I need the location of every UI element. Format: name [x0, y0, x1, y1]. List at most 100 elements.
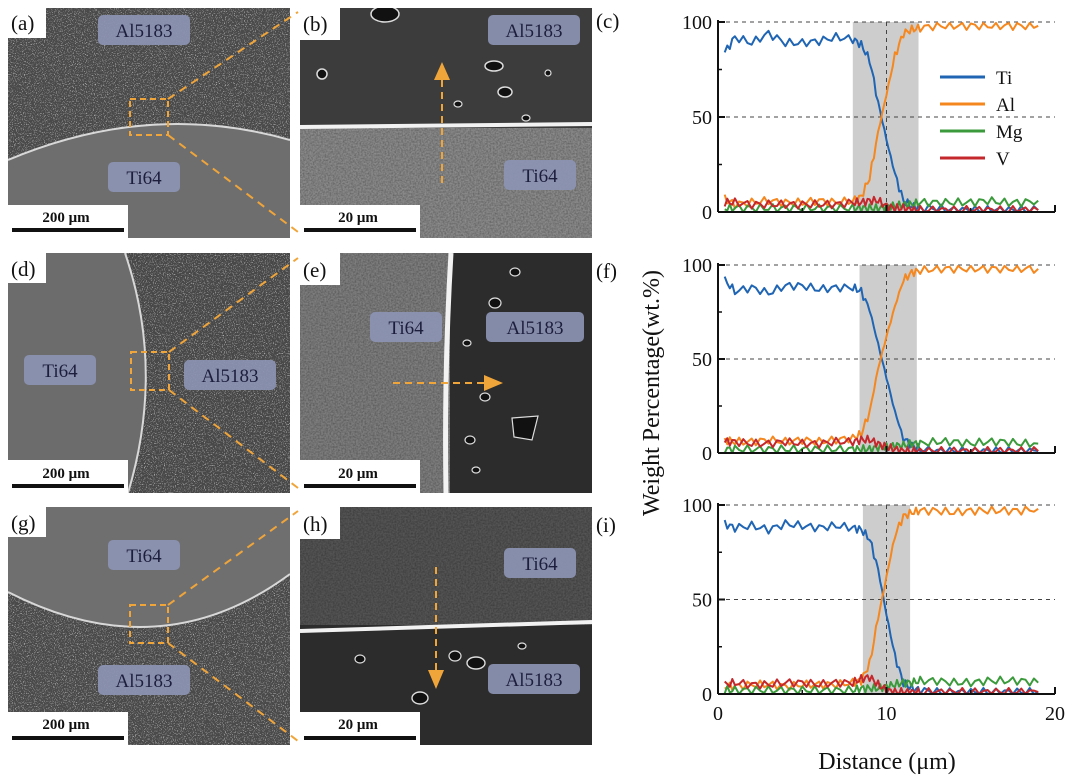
material-tag — [504, 548, 576, 578]
line-plot-f: 0 50 100 — [682, 255, 1056, 465]
zoom-guide-line — [167, 11, 299, 100]
x-axis-title: Distance (μm) — [818, 749, 955, 775]
x-tick-label: 10 — [877, 703, 897, 725]
series-line-ti — [723, 29, 1039, 213]
material-tag — [504, 160, 576, 190]
line-plot-c: 0 50 100 — [682, 12, 1056, 224]
material-label: Ti64 — [126, 546, 162, 567]
y-tick-label: 50 — [692, 349, 712, 371]
sem-pore — [370, 8, 400, 23]
sem-al-region — [450, 253, 592, 493]
zoom-box — [130, 351, 170, 391]
material-label: Al5183 — [506, 21, 563, 42]
scale-bar-text: 20 μm — [338, 466, 378, 482]
arrow-head — [428, 670, 444, 689]
sem-interface — [300, 122, 592, 129]
sem-pore — [479, 392, 491, 402]
y-tick-label: 0 — [702, 202, 712, 224]
panel-label: (a) — [11, 11, 34, 35]
sem-pore — [462, 339, 472, 347]
sem-pore — [521, 114, 531, 122]
material-tag — [486, 312, 584, 342]
plot-label-f: (f) — [596, 259, 617, 283]
panel-e — [300, 253, 592, 493]
legend: Ti Al Mg V — [940, 68, 1023, 170]
scale-bar — [12, 228, 124, 232]
panel-label: (h) — [303, 512, 328, 536]
y-tick-label: 100 — [682, 495, 712, 517]
plot-label-c: (c) — [596, 9, 619, 33]
y-tick-label: 0 — [702, 684, 712, 706]
material-tag — [108, 162, 180, 192]
panel-label-bg — [300, 8, 340, 40]
sem-interface — [8, 123, 290, 161]
sem-pore — [544, 69, 552, 77]
series-line-v — [723, 434, 1039, 454]
panel-label: (g) — [11, 511, 36, 535]
material-label: Al5183 — [116, 671, 173, 692]
x-tick-label: 0 — [713, 703, 723, 725]
scale-bar — [304, 736, 416, 740]
series-line-v — [724, 674, 1039, 695]
sem-pore — [448, 650, 462, 662]
material-tag — [184, 360, 276, 390]
series-line-mg — [723, 675, 1039, 695]
sem-interface — [300, 620, 592, 633]
scale-bar-text: 200 μm — [42, 210, 90, 226]
zoom-box — [129, 98, 169, 136]
sem-pore — [453, 100, 463, 108]
legend-label-v: V — [996, 149, 1010, 170]
sem-interface — [443, 253, 454, 493]
line-plot-i: 0 50 100 0 10 20 — [682, 495, 1065, 725]
sem-pore — [484, 60, 504, 72]
scale-bar — [304, 228, 416, 232]
sem-pore — [509, 267, 521, 277]
material-label: Ti64 — [522, 554, 558, 575]
scale-bar — [304, 484, 416, 488]
sem-pore — [354, 654, 366, 664]
scale-bar-text: 200 μm — [42, 466, 90, 482]
scale-bar-text: 20 μm — [338, 717, 378, 733]
legend-label-mg: Mg — [996, 122, 1023, 143]
y-tick-label: 50 — [692, 590, 712, 612]
zoom-guide-line — [168, 257, 299, 353]
sem-texture — [300, 253, 450, 493]
y-axis-title: Weight Percentage(wt.%) — [639, 270, 665, 516]
sem-pore — [471, 466, 481, 474]
legend-label-ti: Ti — [996, 68, 1012, 89]
panel-label: (e) — [303, 258, 326, 282]
material-tag — [98, 15, 190, 45]
y-tick-label: 0 — [702, 443, 712, 465]
material-label: Ti64 — [388, 318, 424, 339]
sem-pore — [517, 642, 527, 650]
scale-bar-text: 20 μm — [338, 210, 378, 226]
material-tag — [98, 665, 190, 695]
material-label: Ti64 — [42, 361, 78, 382]
sem-pore — [511, 415, 539, 441]
sem-pore — [316, 68, 328, 80]
legend-label-al: Al — [996, 95, 1015, 116]
scale-bar-text: 200 μm — [42, 717, 90, 733]
material-label: Al5183 — [506, 670, 563, 691]
y-tick-label: 100 — [682, 12, 712, 34]
panel-h — [300, 507, 592, 745]
panel-label-bg — [8, 8, 46, 38]
material-label: Ti64 — [522, 166, 558, 187]
material-tag — [108, 540, 180, 570]
material-tag — [24, 355, 96, 385]
material-label: Al5183 — [116, 21, 173, 42]
panel-label-bg — [300, 253, 340, 285]
zoom-guide-line — [167, 510, 299, 606]
sem-pore — [497, 86, 513, 98]
sem-pore — [464, 435, 476, 445]
material-label: Al5183 — [507, 318, 564, 339]
sem-pore — [488, 297, 502, 309]
material-label: Al5183 — [202, 366, 259, 387]
x-tick-label: 20 — [1045, 703, 1065, 725]
panel-label: (d) — [11, 257, 36, 281]
scale-bar — [12, 736, 124, 740]
zoom-box — [129, 604, 169, 644]
sem-interface — [124, 253, 147, 493]
material-tag — [370, 312, 442, 342]
